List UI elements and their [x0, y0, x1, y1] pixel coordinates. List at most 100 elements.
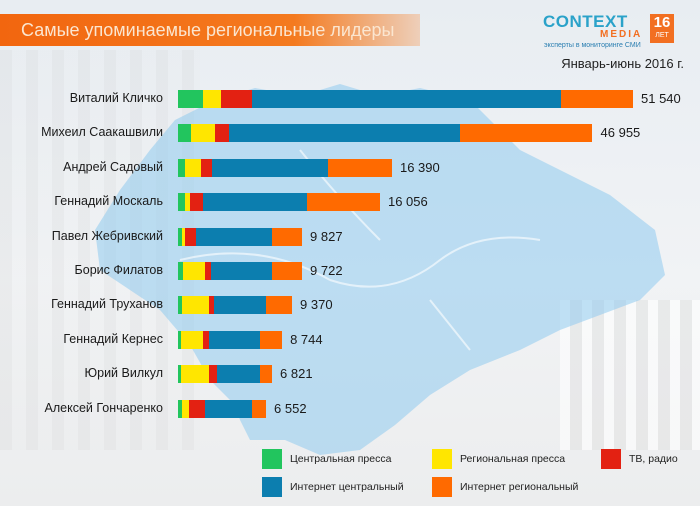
logo-years-badge: 16 ЛЕТ: [650, 14, 674, 43]
bar-segment: [178, 296, 182, 314]
bar-segment: [184, 159, 201, 177]
bar-segment: [184, 193, 190, 211]
period-label: Январь-июнь 2016 г.: [561, 56, 684, 71]
bar-segment: [220, 90, 252, 108]
bar-row: Геннадий Труханов 9 370: [0, 296, 700, 314]
stacked-bar: [178, 262, 302, 280]
bar-segment: [211, 159, 328, 177]
bar-segment: [178, 365, 181, 383]
legend-swatch: [262, 477, 282, 497]
bar-segment: [178, 124, 191, 142]
leader-name: Геннадий Кернес: [63, 332, 163, 346]
total-value-label: 16 390: [399, 160, 440, 175]
total-value-label: 6 821: [280, 366, 313, 381]
logo-sub: MEDIA: [600, 29, 643, 40]
bar-segment: [202, 331, 209, 349]
total-value-label: 6 552: [274, 401, 307, 416]
legend-item-internet-central: Интернет центральный: [262, 477, 404, 497]
leader-name: Юрий Вилкул: [84, 366, 163, 380]
bar-segment: [202, 90, 221, 108]
leader-name: Геннадий Труханов: [51, 297, 163, 311]
bar-segment: [178, 228, 182, 246]
bar-segment: [178, 159, 185, 177]
bar-row: Алексей Гончаренко 6 552: [0, 400, 700, 418]
stacked-bar: [178, 193, 380, 211]
leader-name: Виталий Кличко: [69, 91, 163, 105]
legend-item-regional-press: Региональная пресса: [432, 449, 565, 469]
bar-segment: [190, 193, 203, 211]
bar-row: Юрий Вилкул 6 821: [0, 365, 700, 383]
leader-name: Геннадий Москаль: [54, 194, 163, 208]
chart-title: Самые упоминаемые региональные лидеры: [21, 20, 395, 40]
bar-segment: [214, 296, 266, 314]
bar-segment: [178, 400, 182, 418]
bar-segment: [211, 262, 272, 280]
bar-segment: [183, 262, 205, 280]
bar-segment: [272, 262, 302, 280]
bar-row: Андрей Садовый 16 390: [0, 159, 700, 177]
bar-row: Михеил Саакашвили 46 955: [0, 124, 700, 142]
leader-name: Андрей Садовый: [63, 160, 163, 174]
bar-segment: [181, 331, 203, 349]
bar-segment: [251, 400, 266, 418]
bar-row: Виталий Кличко 51 540: [0, 90, 700, 108]
bar-segment: [208, 331, 260, 349]
total-value-label: 9 827: [310, 229, 343, 244]
bar-segment: [181, 296, 209, 314]
stacked-bar: [178, 365, 272, 383]
total-value-label: 8 744: [290, 332, 323, 347]
legend-item-internet-regional: Интернет региональный: [432, 477, 578, 497]
bar-segment: [306, 193, 380, 211]
legend: Центральная пресса Региональная пресса Т…: [262, 449, 692, 499]
bar-row: Геннадий Кернес 8 744: [0, 331, 700, 349]
bar-segment: [204, 400, 252, 418]
bar-segment: [178, 262, 184, 280]
total-value-label: 46 955: [600, 125, 641, 140]
bar-segment: [181, 228, 185, 246]
legend-item-central-press: Центральная пресса: [262, 449, 391, 469]
bar-segment: [178, 90, 203, 108]
bar-segment: [178, 193, 185, 211]
logo-brand: CONTEXT: [543, 12, 628, 31]
stacked-bar: [178, 228, 302, 246]
bar-segment: [259, 331, 283, 349]
legend-swatch: [262, 449, 282, 469]
stacked-bar: [178, 331, 283, 349]
bar-segment: [208, 296, 214, 314]
stacked-bar: [178, 296, 293, 314]
bar-segment: [214, 124, 229, 142]
legend-swatch: [432, 477, 452, 497]
bar-segment: [229, 124, 461, 142]
leader-name: Павел Жебривский: [51, 229, 163, 243]
bar-segment: [460, 124, 593, 142]
logo-tagline: эксперты в мониторинге СМИ: [544, 42, 641, 49]
background-building-right: [560, 300, 700, 450]
bar-segment: [181, 365, 209, 383]
bar-segment: [178, 331, 181, 349]
bar-segment: [200, 159, 212, 177]
total-value-label: 9 370: [300, 297, 333, 312]
leader-name: Алексей Гончаренко: [44, 401, 163, 415]
bar-segment: [208, 365, 218, 383]
title-bar: Самые упоминаемые региональные лидеры: [0, 14, 420, 46]
bar-segment: [217, 365, 260, 383]
bar-row: Борис Филатов 9 722: [0, 262, 700, 280]
leader-name: Михеил Саакашвили: [41, 125, 163, 139]
bar-segment: [265, 296, 293, 314]
leader-name: Борис Филатов: [74, 263, 163, 277]
bar-segment: [272, 228, 302, 246]
bar-segment: [327, 159, 392, 177]
bar-row: Геннадий Москаль 16 056: [0, 193, 700, 211]
total-value-label: 51 540: [641, 91, 681, 106]
total-value-label: 16 056: [387, 194, 428, 209]
bar-segment: [251, 90, 562, 108]
bar-segment: [260, 365, 272, 383]
legend-item-tv-radio: ТВ, радио: [601, 449, 678, 469]
bar-segment: [181, 400, 189, 418]
stacked-bar: [178, 159, 392, 177]
bar-segment: [196, 228, 272, 246]
bar-segment: [561, 90, 633, 108]
stacked-bar: [178, 90, 633, 108]
